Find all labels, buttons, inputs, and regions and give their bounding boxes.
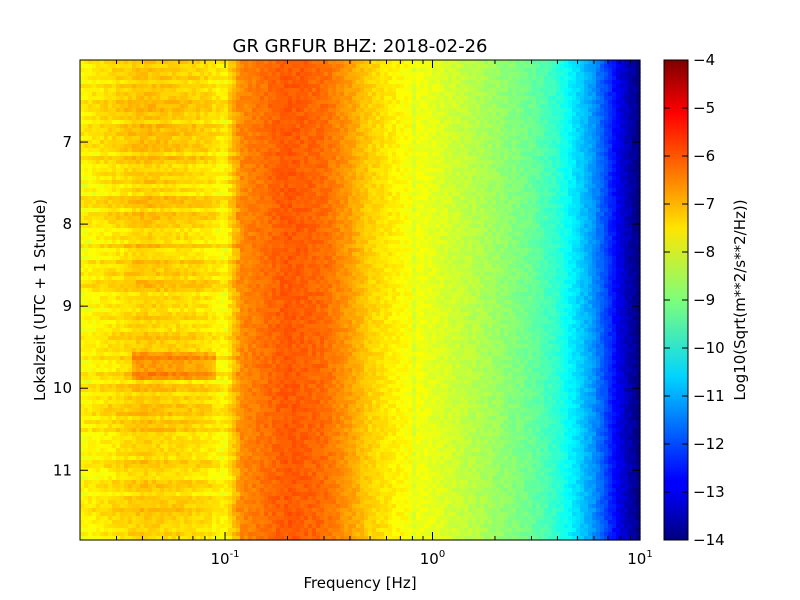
colorbar-tick-label: −7 [693, 195, 715, 213]
colorbar-tick-label: −14 [693, 531, 725, 549]
spectrogram-heatmap [80, 60, 641, 541]
x-tick-label: 10-1 [210, 549, 239, 568]
chart-title: GR GRFUR BHZ: 2018-02-26 [233, 36, 488, 57]
x-axis: 10-1 100 101 [79, 60, 653, 568]
colorbar-tick-label: −6 [693, 147, 715, 165]
colorbar-tick-label: −9 [693, 291, 715, 309]
colorbar-ticks: −4 −5 −6 −7 −8 −9 −10 −11 −12 −13 −14 [664, 51, 725, 549]
colorbar-tick-label: −10 [693, 339, 725, 357]
colorbar-tick-label: −5 [693, 99, 715, 117]
y-tick-label: 11 [53, 461, 72, 479]
colorbar-tick-label: −8 [693, 243, 715, 261]
y-axis: 7 8 9 10 11 [53, 133, 640, 479]
colorbar-tick-label: −4 [693, 51, 715, 69]
y-tick-label: 7 [62, 133, 72, 151]
colorbar-tick-label: −13 [693, 483, 725, 501]
x-axis-label: Frequency [Hz] [303, 574, 416, 592]
x-tick-label: 101 [627, 549, 652, 568]
y-tick-label: 10 [53, 379, 72, 397]
colorbar-label: Log10(Sqrt(m**2/s**2/Hz)) [731, 199, 749, 400]
y-tick-label: 9 [62, 297, 72, 315]
colorbar-tick-label: −11 [693, 387, 725, 405]
y-tick-label: 8 [62, 215, 72, 233]
colorbar-tick-label: −12 [693, 435, 725, 453]
x-tick-label: 100 [420, 549, 445, 568]
plot-frame [79, 59, 641, 541]
y-axis-label: Lokalzeit (UTC + 1 Stunde) [31, 199, 49, 401]
